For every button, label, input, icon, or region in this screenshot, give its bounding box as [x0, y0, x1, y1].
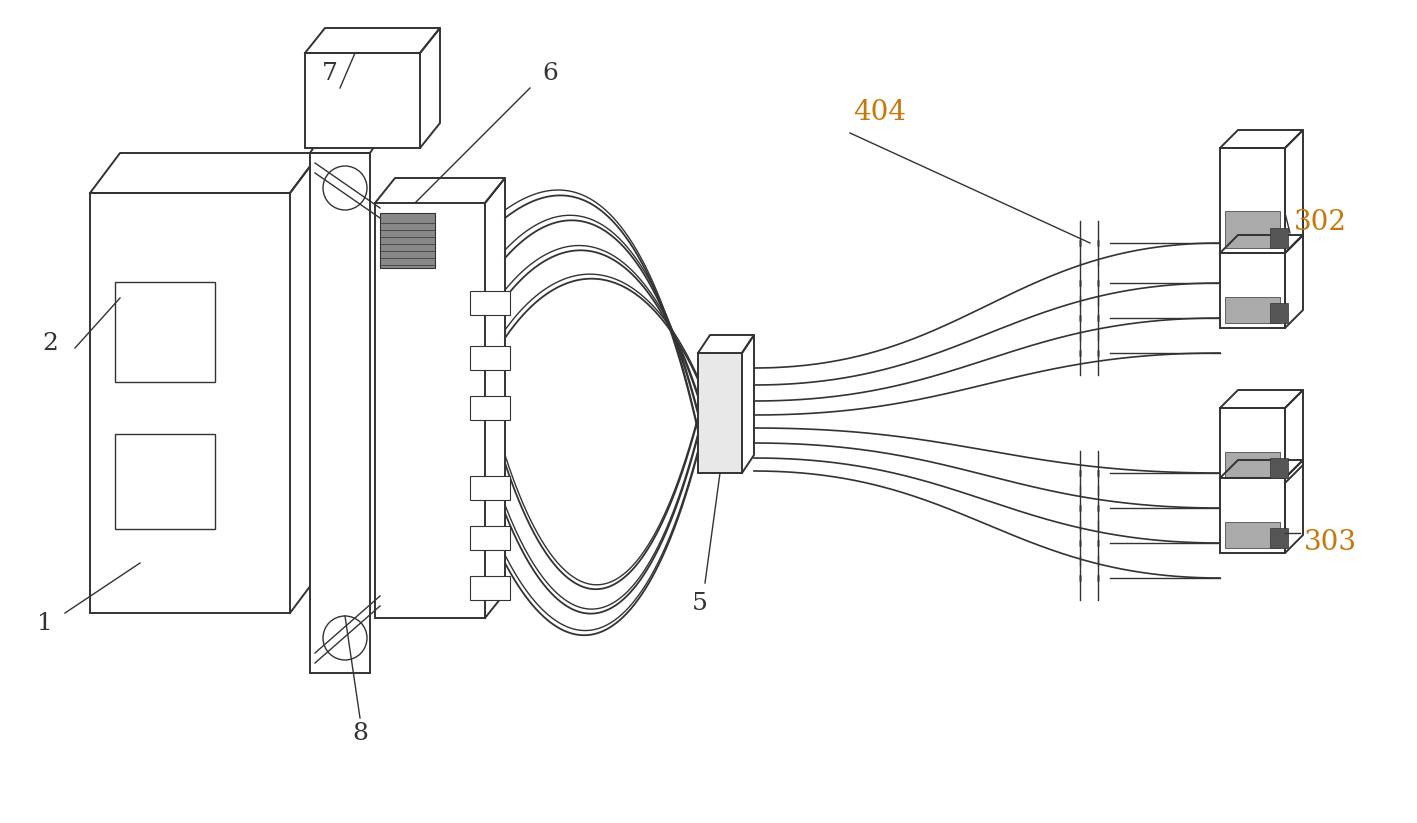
Bar	[115, 434, 215, 529]
Bar	[470, 346, 510, 370]
Bar	[470, 291, 510, 315]
Bar	[1270, 458, 1288, 478]
Bar	[1220, 253, 1285, 328]
Text: 2: 2	[43, 332, 58, 355]
Text: 302: 302	[1294, 210, 1346, 236]
Text: 303: 303	[1304, 529, 1356, 556]
Bar	[1226, 452, 1280, 478]
Bar	[1270, 303, 1288, 323]
Bar	[470, 576, 510, 600]
Bar	[699, 353, 743, 473]
Text: 404: 404	[853, 100, 907, 127]
Bar	[1220, 408, 1285, 483]
Bar	[1270, 528, 1288, 548]
Bar	[376, 203, 485, 618]
Bar	[1220, 148, 1285, 253]
Text: 1: 1	[37, 611, 52, 635]
Bar	[1220, 478, 1285, 553]
Text: 6: 6	[543, 62, 558, 85]
Bar	[470, 526, 510, 550]
Bar	[1226, 522, 1280, 548]
Bar	[310, 153, 370, 673]
Bar	[470, 476, 510, 500]
Bar	[1270, 228, 1288, 248]
Bar	[380, 213, 435, 268]
Bar	[91, 193, 290, 613]
Bar	[1226, 212, 1280, 248]
Bar	[470, 396, 510, 420]
Text: 8: 8	[351, 722, 368, 745]
Bar	[115, 282, 215, 382]
Text: 7: 7	[322, 62, 337, 85]
Text: 5: 5	[691, 592, 708, 615]
Bar	[305, 53, 419, 148]
Bar	[1226, 297, 1280, 323]
